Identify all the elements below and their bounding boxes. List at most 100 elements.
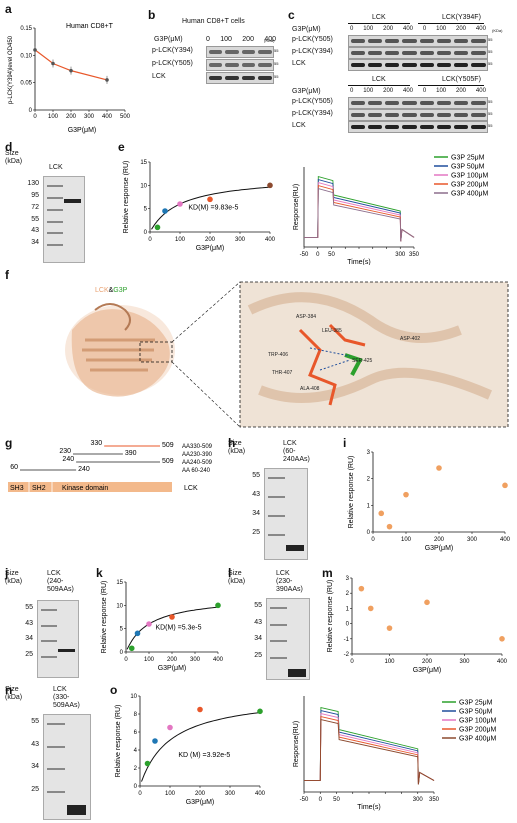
y-tick-label: 15 [116, 580, 123, 586]
fit-curve [151, 186, 272, 230]
panel-c: LCK LCK(Y394F) G3P(μM) 0 100 200 400 0 100 200 400… [292, 14, 514, 140]
conc-label: 0 [350, 26, 354, 32]
y-tick-label: 0 [134, 784, 138, 790]
blot-strip [348, 59, 488, 71]
blot-band [385, 113, 400, 117]
data-point [436, 465, 442, 471]
construct-label: AA 60-240 [182, 468, 211, 474]
blot-row-label: LCK [292, 60, 306, 67]
blot-band [367, 101, 382, 105]
x-tick-label: 300 [225, 791, 236, 797]
panel-n-gel: Size (kDa) LCK (330- 509AAs) 55 43 34 25 [5, 686, 105, 820]
y-tick-label: 10 [116, 603, 123, 609]
panel-m-chart: 0 100 200 300 400 -2 -1 0 1 2 3 G3P(μM) Relative res… [327, 576, 508, 674]
gel-size-label: Size (kDa) [228, 570, 246, 585]
blot-band [436, 113, 451, 117]
blot-band [419, 125, 434, 129]
y-tick-label: 4 [134, 748, 138, 754]
zoom-box-large [239, 281, 509, 428]
blot-row-label: p-LCK(Y505) [292, 98, 333, 105]
sensorgram-line [304, 715, 435, 785]
gel-marker-label: 43 [252, 491, 260, 498]
x-tick-label: 200 [434, 537, 445, 543]
panel-label-l: l [228, 566, 232, 580]
blot-band [471, 63, 486, 67]
x-tick-label: 300 [395, 252, 406, 258]
x-tick-label: 50 [333, 797, 340, 803]
x-tick-label: 100 [175, 237, 186, 243]
fit-curve [126, 606, 220, 650]
y-tick-label: 2 [367, 477, 371, 483]
blot-mw: 55 [488, 49, 493, 54]
panel-label-i: i [343, 436, 347, 450]
x-tick-label: 400 [497, 659, 508, 665]
structure-title-g3p: G3P [113, 287, 127, 294]
y-axis-label: Relative response (RU) [101, 581, 108, 654]
x-tick-label: 500 [120, 114, 131, 120]
panel-b: Human CD8+T cells G3P(μM) 0 100 200 400 (KD… [150, 14, 285, 124]
structure-title-amp: & [109, 287, 114, 294]
x-tick-label: 200 [205, 237, 216, 243]
blot-band [241, 50, 255, 54]
x-tick-label: 0 [124, 657, 128, 663]
blot-band [471, 51, 486, 55]
x-tick-label: 200 [167, 657, 178, 663]
panel-e-sensorgram: -50 0 50 300 350 Time(s) Response(RU) G3P 25μM G… [293, 155, 489, 266]
data-point [33, 48, 37, 52]
blot-strip [206, 46, 274, 58]
x-tick-label: 300 [84, 114, 95, 120]
blot-strip [348, 97, 488, 109]
data-point [146, 621, 152, 627]
x-axis-label: G3P(μM) [158, 665, 187, 672]
conc-label: 400 [475, 88, 486, 94]
panel-label-f: f [5, 268, 9, 282]
y-tick-label: 3 [346, 576, 350, 582]
blot-band [436, 101, 451, 105]
zoom-box-small [139, 341, 173, 363]
blot-band [258, 76, 272, 80]
conc-label: 100 [436, 26, 447, 32]
panel-i-chart: 0 100 200 300 400 0 1 2 3 G3P(μM) Relative respons… [348, 450, 511, 552]
construct-end: 240 [78, 466, 90, 473]
blot-band [367, 113, 382, 117]
y-tick-label: 5 [144, 207, 148, 213]
panel-o-sensorgram: -50 0 50 300 350 Time(s) Response(RU) G3P 25μM G… [293, 696, 497, 811]
blot-mw: 55 [488, 61, 493, 66]
gel-size-label: Size (kDa) [5, 686, 23, 701]
x-tick-label: 0 [350, 659, 354, 665]
group-label: LCK [372, 76, 386, 83]
legend-label: G3P 50μM [451, 164, 485, 171]
legend-label: G3P 200μM [459, 727, 497, 734]
structure-title-lck: LCK [95, 287, 109, 294]
gel-marker-band [270, 656, 287, 659]
legend-label: G3P 200μM [451, 182, 489, 189]
conc-label-title: G3P(μM) [292, 88, 321, 95]
conc-label: 400 [403, 88, 414, 94]
blot-band [367, 63, 382, 67]
gel-marker-label: 34 [25, 635, 33, 642]
y-tick-label: 0 [367, 530, 371, 536]
blot-mw: 55 [274, 48, 279, 53]
construct-start: 330 [90, 440, 102, 447]
blot-b-kda: (KDa) [264, 38, 275, 43]
residue-label: LEU-385 [322, 328, 342, 334]
blot-band [258, 63, 272, 67]
y-axis-label: Relative response (RU) [123, 161, 130, 234]
x-tick-label: 100 [48, 114, 59, 120]
x-tick-label: 350 [409, 252, 420, 258]
legend-label: G3P 400μM [451, 191, 489, 198]
panel-label-h: h [228, 436, 236, 450]
data-point [358, 585, 365, 592]
x-tick-label: 350 [429, 797, 440, 803]
panel-label-k: k [96, 566, 103, 580]
x-tick-label: 200 [422, 659, 433, 665]
x-tick-label: 0 [148, 237, 152, 243]
panel-label-a: a [5, 2, 12, 16]
blot-band [225, 63, 239, 67]
data-point [134, 630, 141, 637]
chart-a-ylabel-text: p-LCK(Y394)level OD450 [8, 35, 14, 104]
conc-label-title: G3P(μM) [292, 26, 321, 33]
gel-marker-band [41, 640, 57, 642]
data-point [367, 605, 374, 612]
panel-f-structure: LCK&G3P ASP-384 LEU-385 ASP-402 SER-425 TRP-… [65, 281, 509, 428]
